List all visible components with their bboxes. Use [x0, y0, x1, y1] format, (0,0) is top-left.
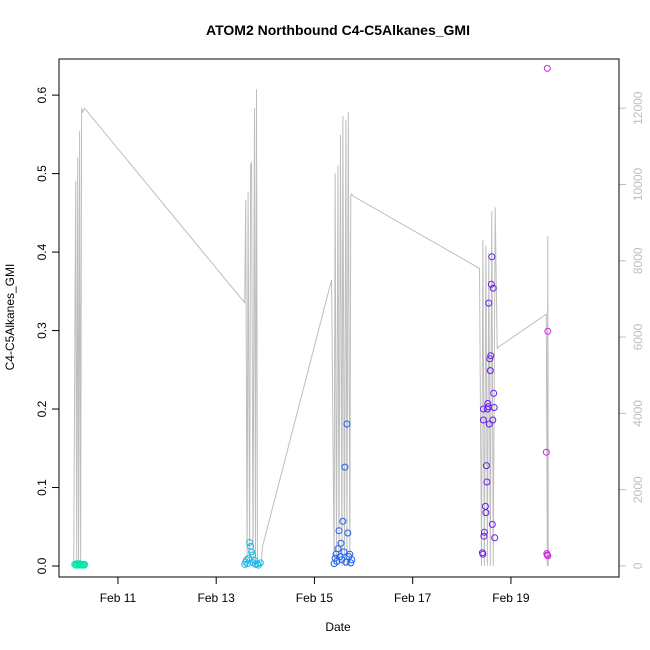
y2-tick-label: 6000 — [631, 323, 645, 350]
data-point — [490, 404, 498, 411]
y2-tick-label: 2000 — [631, 476, 645, 503]
x-axis-label: Date — [325, 620, 351, 634]
plot-frame — [58, 58, 620, 578]
data-point — [479, 416, 487, 424]
altitude-series — [73, 89, 549, 567]
data-point — [485, 420, 493, 428]
data-point — [344, 529, 352, 537]
data-point — [487, 280, 495, 288]
y2-tick-label: 4000 — [631, 400, 645, 427]
data-point — [487, 352, 495, 360]
data-point — [491, 534, 499, 542]
data-point — [334, 545, 342, 553]
x-tick-label: Feb 13 — [198, 591, 236, 605]
x-tick-label: Feb 19 — [492, 591, 530, 605]
data-point — [248, 548, 256, 556]
y-tick-label: 0.1 — [35, 479, 49, 496]
data-point — [488, 253, 496, 261]
data-point — [544, 552, 552, 560]
data-point — [482, 462, 490, 470]
x-tick-label: Feb 15 — [296, 591, 334, 605]
chart-title: ATOM2 Northbound C4-C5Alkanes_GMI — [206, 22, 470, 38]
data-point — [480, 532, 488, 540]
y2-tick-label: 12000 — [631, 91, 645, 125]
y-tick-label: 0.3 — [35, 322, 49, 339]
data-point — [486, 367, 494, 375]
y-tick-label: 0.6 — [35, 86, 49, 103]
y-axis-label: C4-C5Alkanes_GMI — [3, 264, 17, 371]
data-point — [340, 548, 348, 556]
data-point — [543, 64, 551, 72]
data-point — [489, 416, 497, 424]
data-point — [256, 559, 264, 567]
data-point — [335, 527, 343, 535]
data-point — [243, 556, 251, 564]
y-tick-label: 0.4 — [35, 243, 49, 260]
y2-tick-label: 8000 — [631, 247, 645, 274]
y-tick-label: 0.2 — [35, 400, 49, 417]
x-tick-label: Feb 11 — [100, 591, 137, 605]
data-point — [542, 448, 550, 456]
data-point — [484, 400, 492, 407]
data-point — [254, 560, 261, 568]
data-point — [76, 560, 84, 568]
data-point — [341, 463, 349, 471]
data-point — [482, 509, 490, 517]
data-point — [489, 284, 497, 292]
data-point — [347, 559, 355, 567]
data-point — [339, 517, 347, 525]
data-point — [483, 478, 491, 486]
data-point — [337, 539, 345, 547]
data-point — [488, 520, 496, 528]
data-point — [246, 539, 254, 546]
axes: Feb 11 Feb 13 Feb 15 Feb 17 Feb 19 0.0 0.1 0.2 0… — [35, 86, 645, 605]
y2-tick-label: 0 — [631, 562, 645, 569]
data-point — [479, 550, 487, 558]
x-tick-label: Feb 17 — [394, 591, 432, 605]
data-point — [485, 299, 493, 307]
y-tick-label: 0.5 — [35, 165, 49, 182]
data-point — [77, 560, 85, 568]
y-tick-label: 0.0 — [35, 557, 49, 574]
data-point — [480, 528, 488, 536]
data-point — [348, 556, 356, 564]
data-point — [544, 327, 552, 335]
data-point — [486, 355, 494, 363]
data-points — [71, 64, 552, 569]
data-point — [81, 560, 88, 568]
data-point — [479, 405, 487, 413]
altitude-line — [73, 89, 549, 567]
data-point — [343, 420, 351, 428]
data-point — [254, 561, 262, 569]
y2-tick-label: 10000 — [631, 167, 645, 201]
data-point — [490, 389, 498, 397]
data-point — [342, 558, 350, 566]
